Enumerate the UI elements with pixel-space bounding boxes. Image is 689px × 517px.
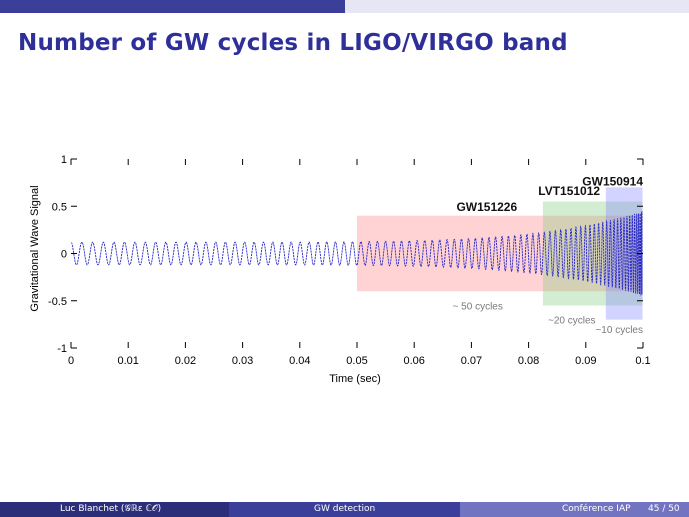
cycles-label-gw150914: ~10 cycles <box>595 325 643 336</box>
x-tick-label: 0.02 <box>175 355 196 367</box>
y-tick-label: 1 <box>61 154 67 166</box>
y-tick-label: -1 <box>57 343 67 355</box>
region-gw151226 <box>357 215 643 292</box>
x-tick-label: 0.04 <box>289 355 310 367</box>
axes-layer: 0 0.01 0.02 0.03 0.04 0.05 0.06 0.07 0.08 0.09 0.1… <box>48 154 651 367</box>
y-tick-label: -0.5 <box>48 296 67 308</box>
slide-title: Number of GW cycles in LIGO/VIRGO band <box>18 30 568 56</box>
x-tick-label: 0 <box>68 355 74 367</box>
y-axis-label: Gravitational Wave Signal <box>29 185 41 311</box>
x-tick-label: 0.1 <box>635 355 650 367</box>
x-tick-label: 0.06 <box>403 355 424 367</box>
footer-bar: Luc Blanchet (𝒢ℝε ℂ𝒪) GW detection Confé… <box>0 502 689 517</box>
footer-talk-section: GW detection <box>229 502 460 517</box>
x-axis-label: Time (sec) <box>329 373 381 385</box>
labels-layer: Time (sec) Gravitational Wave Signal GW151… <box>29 174 643 385</box>
x-tick-label: 0.01 <box>117 355 138 367</box>
y-tick-label: 0.5 <box>52 201 67 213</box>
footer-venue: Conférence IAP <box>562 504 631 514</box>
x-tick-label: 0.09 <box>575 355 596 367</box>
footer-venue-section: Conférence IAP 45 / 50 <box>460 502 689 517</box>
y-tick-label: 0 <box>61 249 67 261</box>
footer-author: Luc Blanchet (𝒢ℝε ℂ𝒪) <box>60 504 162 514</box>
regions-layer <box>357 187 643 320</box>
footer-page-number: 45 / 50 <box>648 504 680 514</box>
signal-line <box>70 210 644 296</box>
x-tick-label: 0.08 <box>518 355 539 367</box>
footer-author-section: Luc Blanchet (𝒢ℝε ℂ𝒪) <box>0 502 229 517</box>
x-tick-label: 0.07 <box>461 355 482 367</box>
signal-layer <box>70 210 644 296</box>
region-label-gw150914: GW150914 <box>582 174 643 188</box>
region-gw150914 <box>605 187 643 320</box>
header-bar <box>0 0 689 13</box>
header-bar-right <box>345 0 689 13</box>
x-tick-label: 0.05 <box>346 355 367 367</box>
x-tick-label: 0.03 <box>232 355 253 367</box>
cycles-label-lvt151012: ~20 cycles <box>548 316 596 327</box>
region-lvt151012 <box>542 201 643 306</box>
cycles-label-gw151226: ~ 50 cycles <box>453 301 503 312</box>
header-bar-left <box>0 0 345 13</box>
region-label-lvt151012: LVT151012 <box>538 184 600 198</box>
footer-talk: GW detection <box>314 504 376 514</box>
region-label-gw151226: GW151226 <box>456 200 517 214</box>
